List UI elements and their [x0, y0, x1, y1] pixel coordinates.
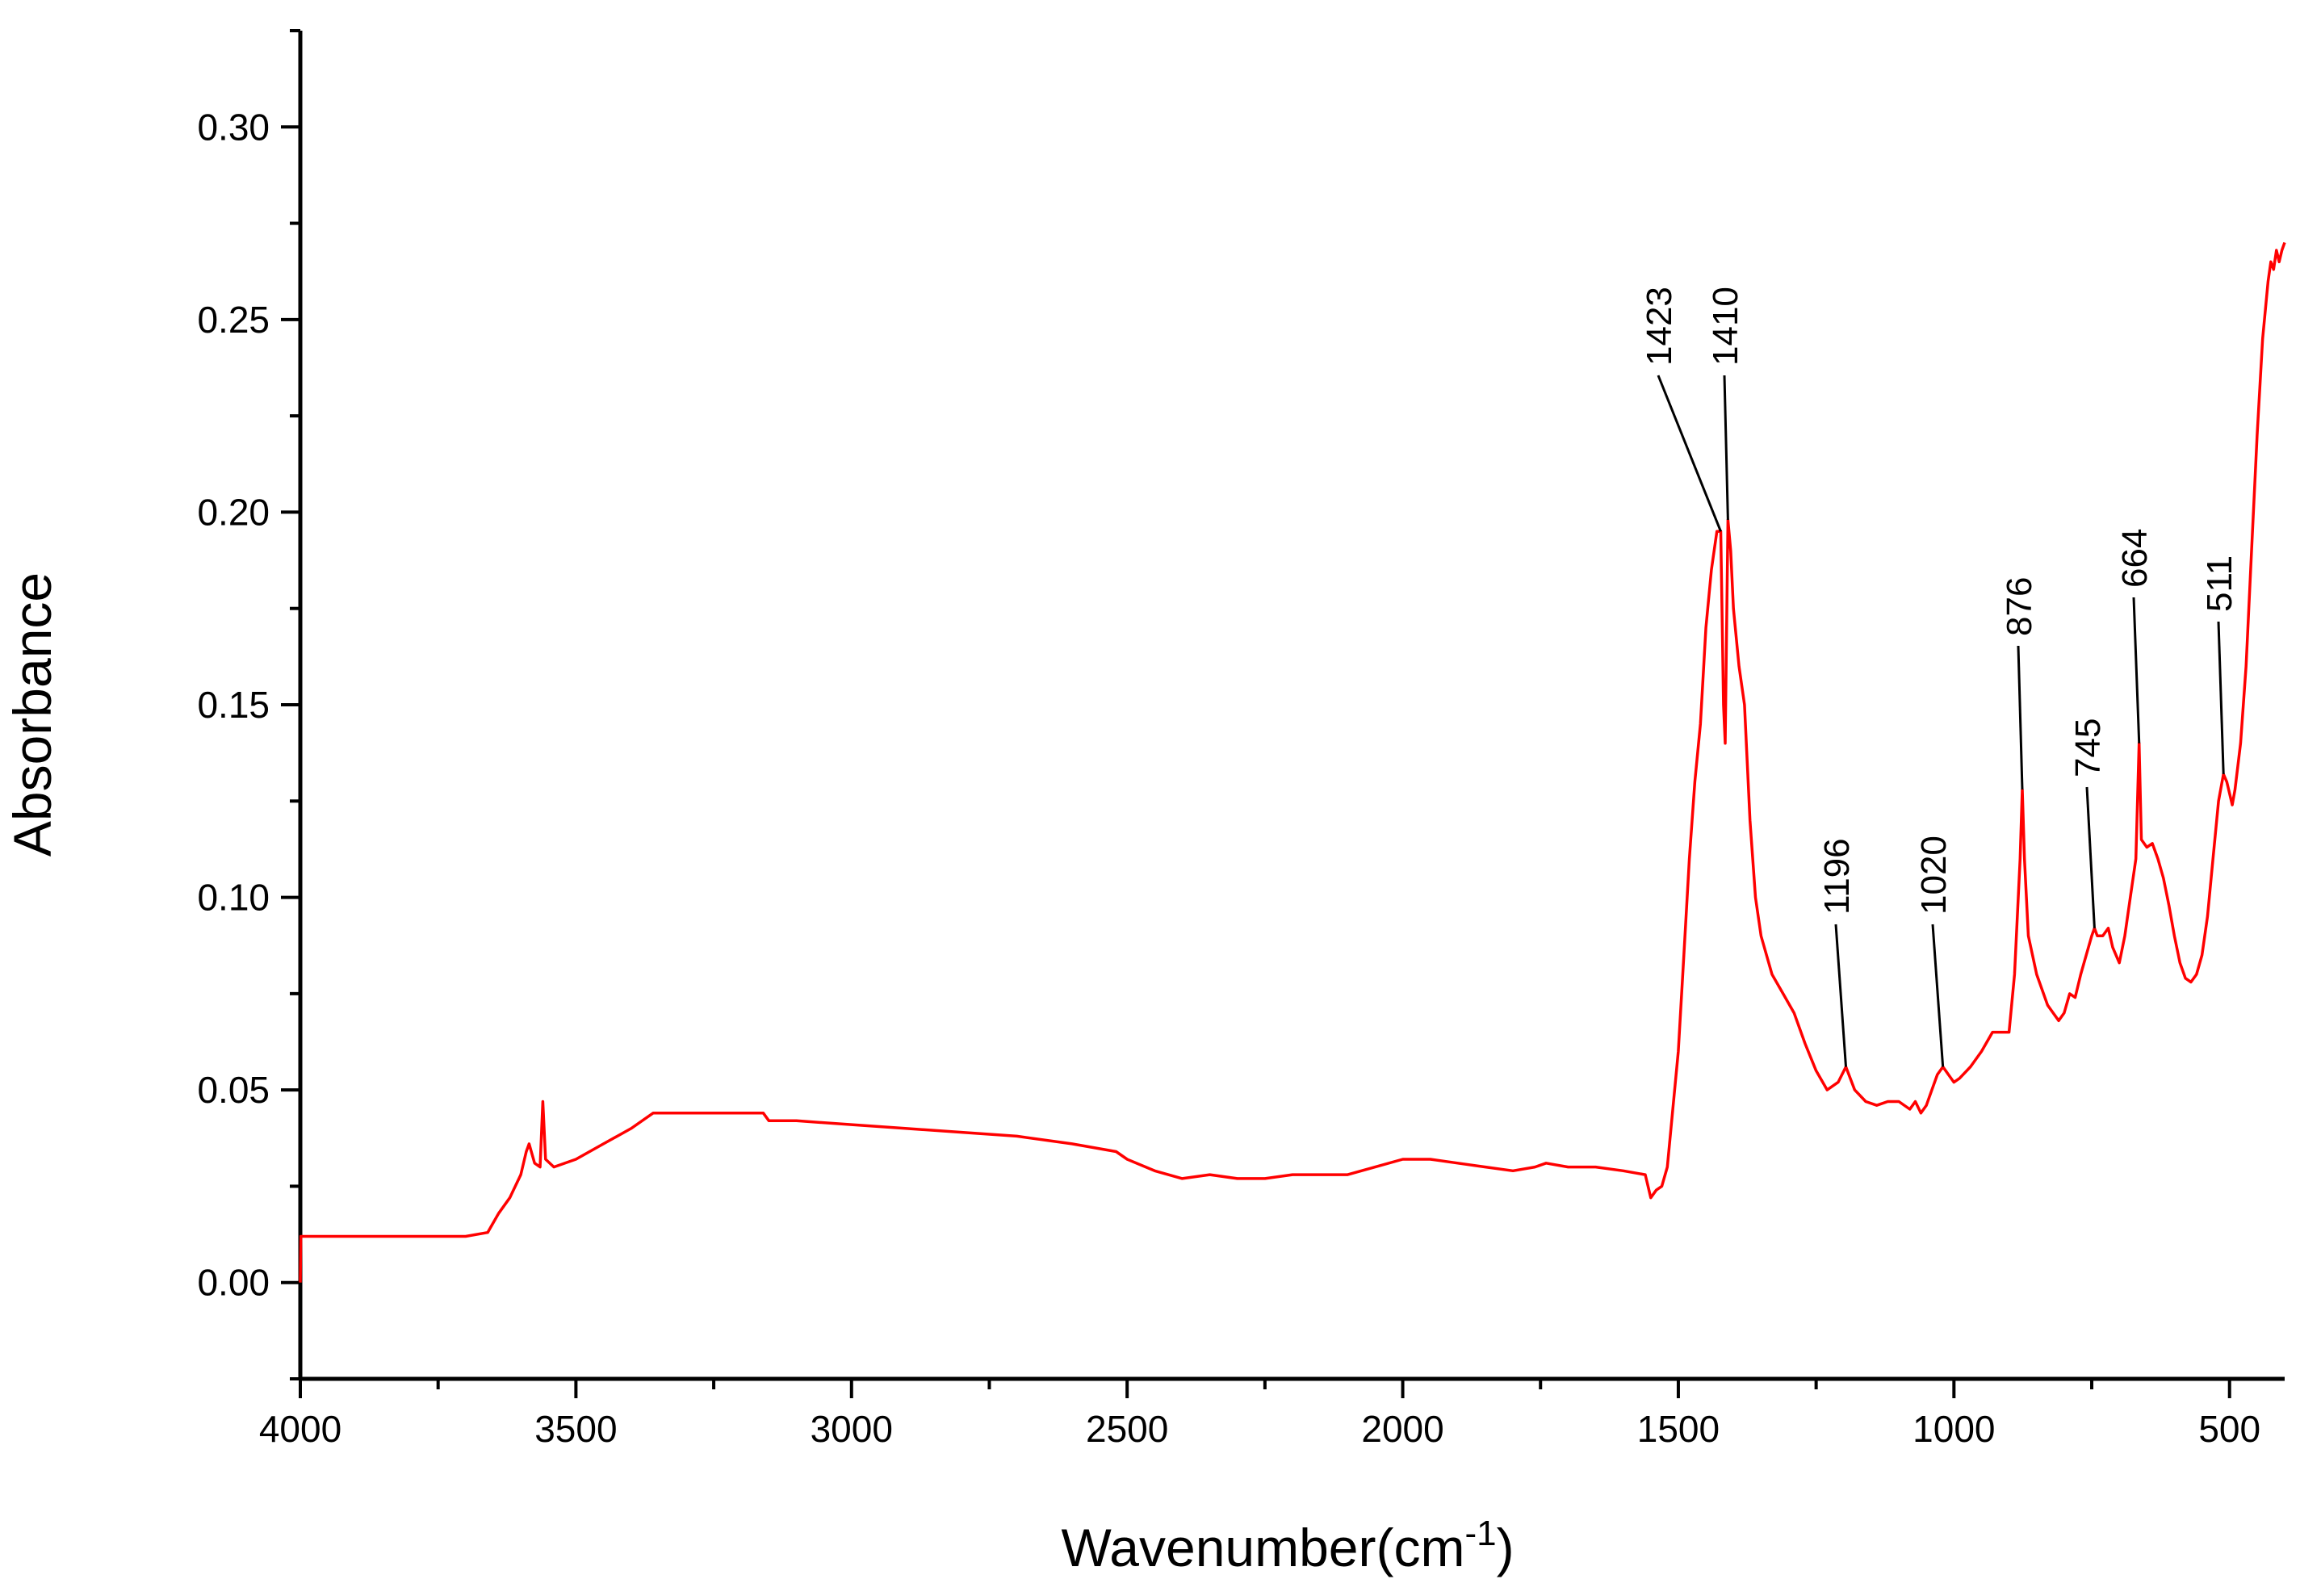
- x-tick-label: 3000: [811, 1408, 893, 1450]
- peak-label: 1410: [1706, 287, 1745, 366]
- x-tick-label: 1500: [1637, 1408, 1720, 1450]
- peak-leader-line: [1723, 375, 1729, 521]
- y-tick-label: 0.15: [197, 684, 270, 726]
- y-tick-label: 0.00: [197, 1262, 270, 1304]
- x-tick-label: 500: [2198, 1408, 2260, 1450]
- peak-label: 876: [2000, 577, 2039, 636]
- y-tick-label: 0.05: [197, 1069, 270, 1111]
- peak-leader-line: [1931, 924, 1945, 1067]
- peak-leader-line: [2217, 621, 2225, 774]
- y-axis-ticks: 0.00 0.05 0.10 0.15 0.20 0.25 0.30: [197, 29, 300, 1380]
- peak-annotations: 1423 1410 1196 1020 876 745 664 511: [1640, 287, 2239, 1067]
- x-tick-label: 1000: [1912, 1408, 1995, 1450]
- x-tick-label: 3500: [534, 1408, 617, 1450]
- y-axis-title: Absorbance: [2, 572, 62, 857]
- peak-leader-line: [2085, 786, 2096, 928]
- plot-axes: [298, 31, 2285, 1381]
- peak-leader-line: [2132, 597, 2141, 744]
- peak-label: 511: [2200, 555, 2239, 612]
- y-tick-label: 0.25: [197, 299, 270, 341]
- x-axis-title: Wavenumber(cm-1): [1061, 1514, 1514, 1577]
- peak-label: 1020: [1914, 836, 1954, 915]
- peak-label: 745: [2068, 718, 2108, 777]
- spectrum-line: [299, 241, 2286, 1283]
- x-axis-title-close: ): [1497, 1518, 1514, 1577]
- peak-leader-line: [1834, 924, 1848, 1067]
- series-layer: [299, 241, 2286, 1283]
- peak-label: 1423: [1640, 287, 1679, 366]
- x-axis-ticks: 4000 3500 3000 2500 2000 1500 1000 500: [259, 1379, 2260, 1450]
- y-tick-label: 0.20: [197, 491, 270, 533]
- peak-leader-line: [1657, 375, 1722, 532]
- y-tick-label: 0.30: [197, 106, 270, 148]
- x-tick-label: 2000: [1361, 1408, 1443, 1450]
- x-axis-title-superscript: -1: [1464, 1514, 1496, 1553]
- x-tick-label: 2500: [1086, 1408, 1168, 1450]
- peak-leader-line: [2017, 645, 2024, 790]
- x-axis-title-main: Wavenumber(cm: [1061, 1518, 1464, 1577]
- x-tick-label: 4000: [259, 1408, 341, 1450]
- peak-label: 1196: [1817, 838, 1857, 915]
- peak-label: 664: [2115, 529, 2155, 588]
- y-tick-label: 0.10: [197, 877, 270, 919]
